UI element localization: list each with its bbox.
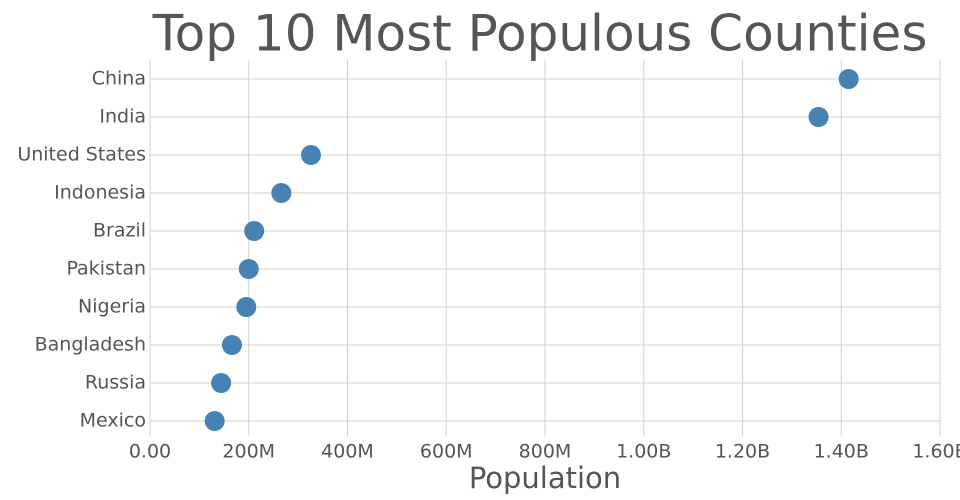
dot	[271, 183, 292, 203]
x-tick-label: 800M	[519, 441, 572, 463]
x-tick-label: 1.40B	[814, 441, 869, 463]
dot	[221, 335, 242, 355]
grid	[149, 60, 941, 436]
y-tick-label: Nigeria	[78, 296, 146, 318]
y-tick-label: Indonesia	[54, 182, 146, 204]
x-tick-label: 1.60B	[912, 441, 960, 463]
y-tick-label: China	[92, 68, 146, 90]
y-tick-label: Brazil	[93, 220, 146, 242]
chart-title: Top 10 Most Populous Counties	[152, 5, 928, 63]
dot	[808, 107, 829, 127]
y-tick-label: Bangladesh	[35, 334, 146, 356]
dot	[838, 69, 859, 89]
x-tick-label: 1.00B	[616, 441, 671, 463]
x-axis-label: Population	[469, 461, 621, 495]
x-tick-label: 400M	[321, 441, 374, 463]
y-tick-label: Pakistan	[66, 258, 146, 280]
dot	[204, 411, 225, 431]
y-tick-label: Mexico	[80, 410, 146, 432]
dot	[238, 259, 259, 279]
dot	[211, 373, 232, 393]
dot	[236, 297, 257, 317]
x-tick-label: 1.20B	[715, 441, 770, 463]
x-tick-label: 200M	[222, 441, 275, 463]
x-tick-label: 600M	[420, 441, 473, 463]
dot	[244, 221, 265, 241]
y-tick-label: United States	[17, 144, 146, 166]
y-tick-label: Russia	[85, 372, 146, 394]
dot	[300, 145, 321, 165]
y-tick-label: India	[99, 106, 146, 128]
x-tick-label: 0.00	[129, 441, 171, 463]
